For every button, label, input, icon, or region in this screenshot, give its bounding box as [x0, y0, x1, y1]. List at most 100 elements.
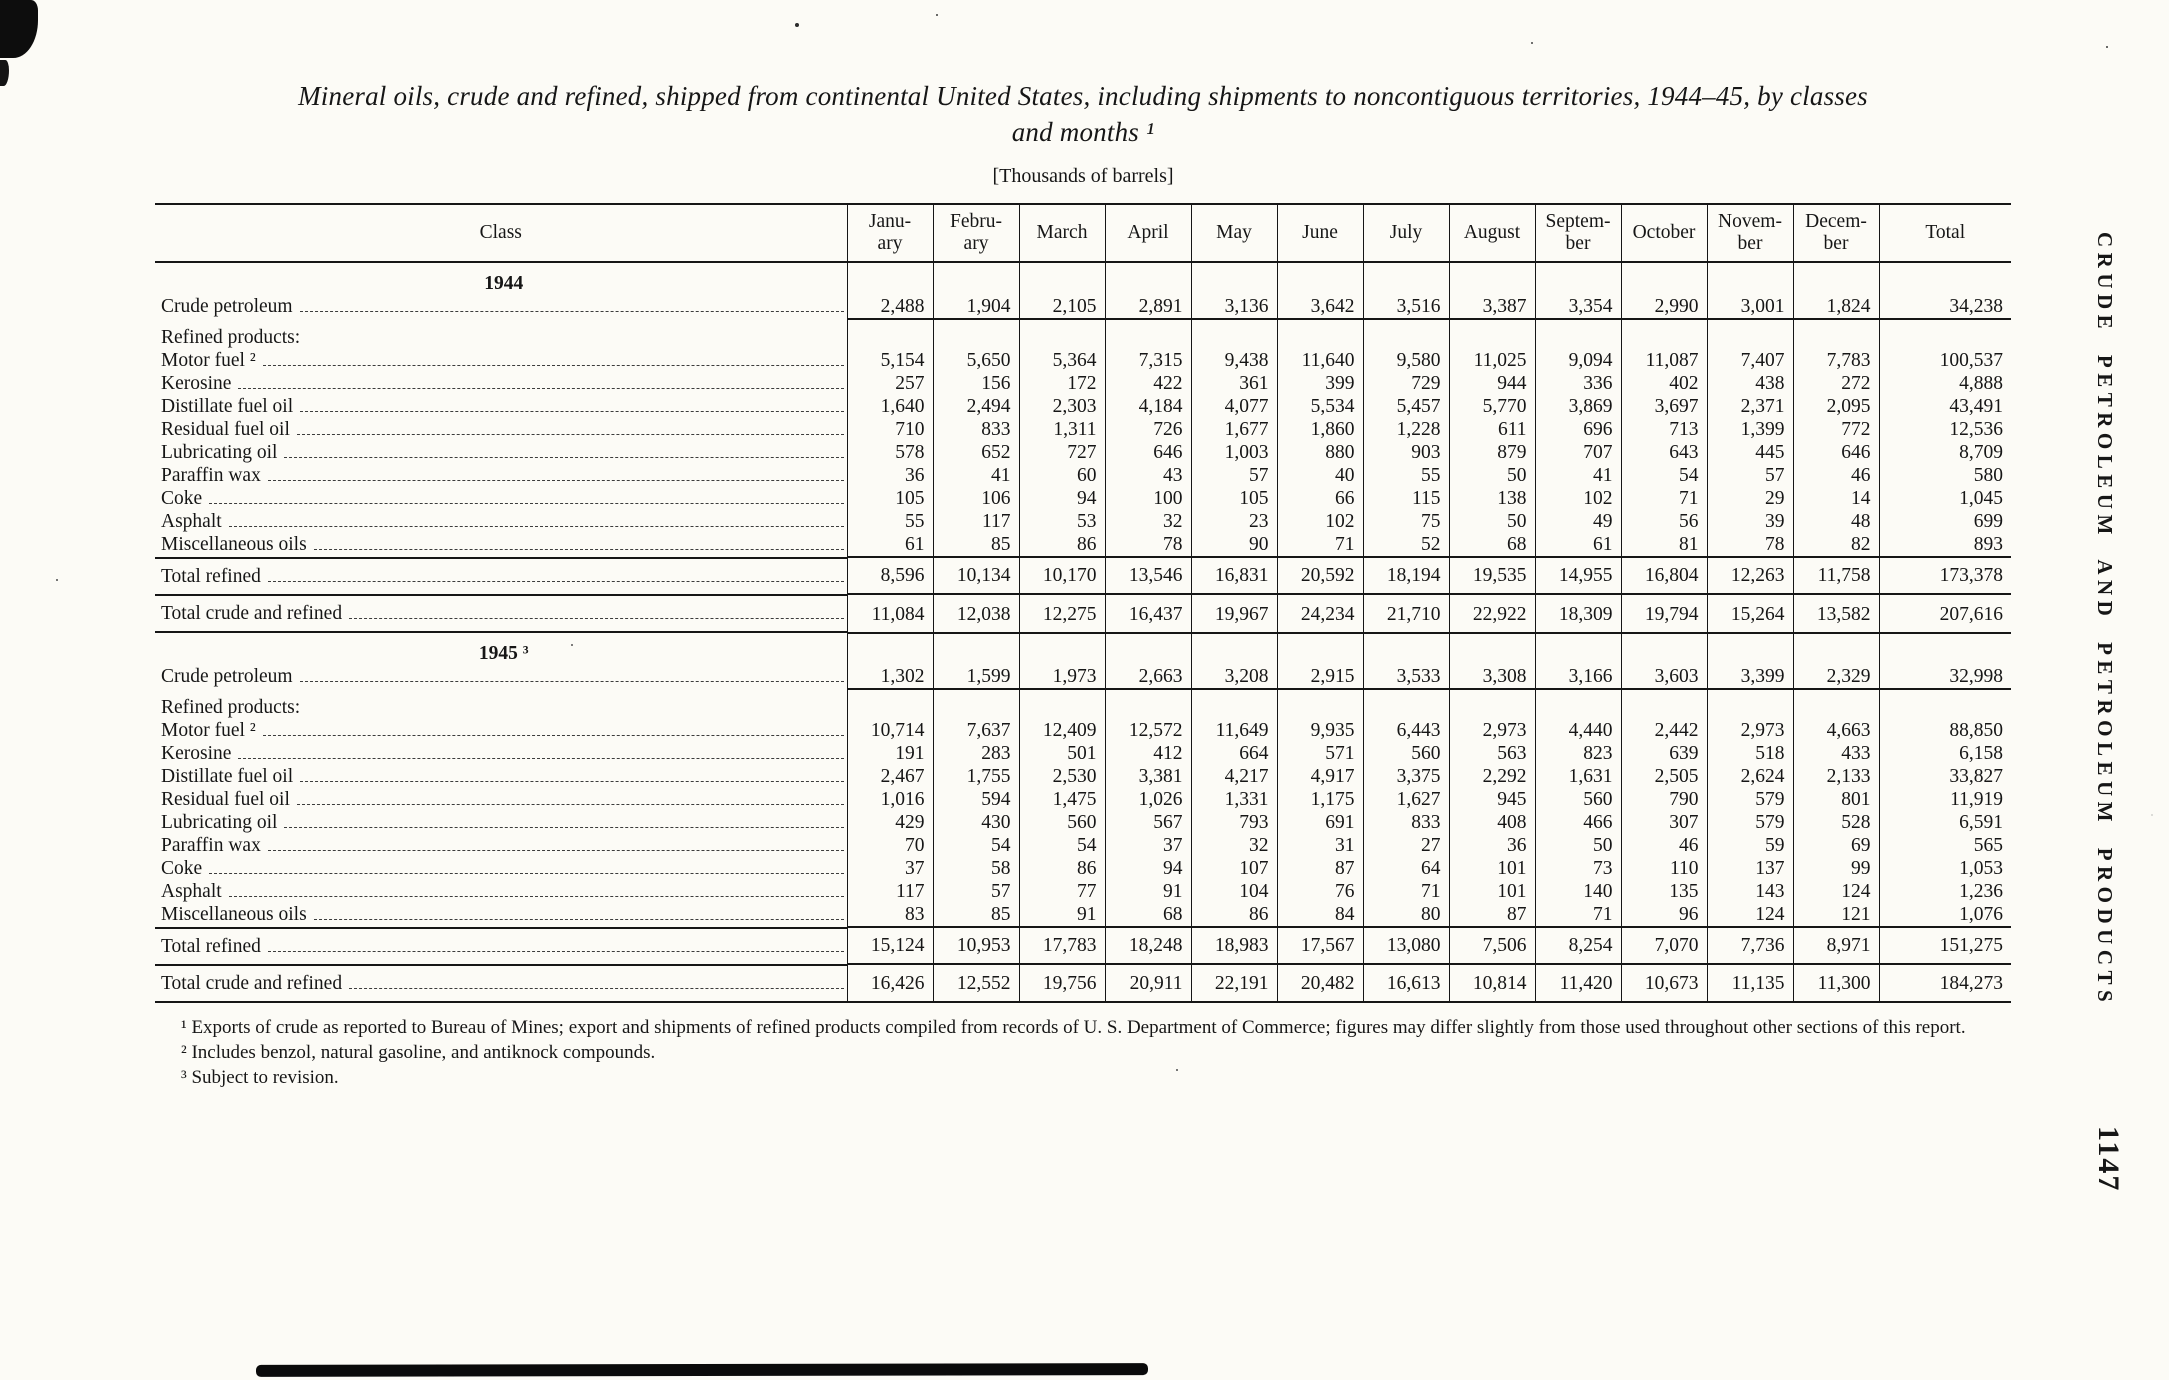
- cell-value: 75: [1362, 509, 1449, 533]
- table-header: Class Janu- ary Febru- ary March April May Jun…: [155, 203, 2011, 263]
- cell-total: 4,888: [1878, 371, 2011, 395]
- row-label: 1944: [484, 272, 524, 294]
- cell-value: 54: [1018, 833, 1105, 857]
- row-label-text: Lubricating oil: [161, 441, 278, 463]
- cell-value: 10,170: [1018, 555, 1105, 594]
- cell-value: 156: [932, 371, 1019, 395]
- cell-value: 823: [1534, 741, 1621, 765]
- cell-value: 85: [932, 532, 1019, 557]
- page-number: 1147: [2092, 1126, 2125, 1193]
- cell-value: 10,673: [1620, 962, 1707, 1002]
- cell-value: [1276, 318, 1363, 349]
- cell-value: [932, 688, 1019, 719]
- cell-value: 2,663: [1104, 664, 1191, 690]
- cell-value: 124: [1706, 902, 1793, 927]
- table-row: Asphalt 55 117 53 32 23 102 75 50 49 56 39 48 699: [155, 509, 2011, 533]
- cell-value: 29: [1706, 486, 1793, 510]
- cell-value: 646: [1792, 440, 1879, 464]
- row-label: Refined products:: [161, 696, 301, 718]
- cell-value: 17,567: [1276, 925, 1363, 964]
- cell-value: 14: [1792, 486, 1879, 510]
- cell-total: 6,591: [1878, 810, 2011, 834]
- cell-value: 19,967: [1190, 592, 1277, 634]
- column-header: October: [1620, 203, 1707, 263]
- cell-value: 8,971: [1792, 925, 1879, 964]
- cell-value: 2,442: [1620, 718, 1707, 742]
- cell-value: 31: [1276, 833, 1363, 857]
- cell-value: 48: [1792, 509, 1879, 533]
- cell-value: 39: [1706, 509, 1793, 533]
- cell-total: 184,273: [1878, 962, 2011, 1002]
- cell-value: 560: [1534, 787, 1621, 811]
- cell-total: [1878, 632, 2011, 665]
- cell-value: 5,154: [846, 348, 933, 372]
- cell-value: 4,440: [1534, 718, 1621, 742]
- cell-value: 408: [1448, 810, 1535, 834]
- row-label: Total crude and refined: [155, 963, 847, 1001]
- table-row: Coke 37 58 86 94 107 87 64 101 73 110 137 99 1,053: [155, 856, 2011, 880]
- cell-value: 105: [1190, 486, 1277, 510]
- cell-value: 945: [1448, 787, 1535, 811]
- cell-value: 55: [846, 509, 933, 533]
- cell-value: 17,783: [1018, 925, 1105, 964]
- cell-value: 10,134: [932, 555, 1019, 594]
- cell-value: [1620, 261, 1707, 295]
- cell-value: 567: [1104, 810, 1191, 834]
- cell-value: 2,467: [846, 764, 933, 788]
- row-label-text: Total refined: [161, 565, 261, 587]
- cell-value: [1018, 688, 1105, 719]
- cell-value: [1792, 632, 1879, 665]
- cell-value: 102: [1276, 509, 1363, 533]
- cell-value: 1,599: [932, 664, 1019, 690]
- cell-value: 36: [1448, 833, 1535, 857]
- dotted-leader: [299, 680, 844, 682]
- cell-value: 11,649: [1190, 718, 1277, 742]
- row-label-text: Kerosine: [161, 742, 232, 764]
- cell-total: 12,536: [1878, 417, 2011, 441]
- cell-total: [1878, 261, 2011, 295]
- cell-value: 1,302: [846, 664, 933, 690]
- cell-value: 1,755: [932, 764, 1019, 788]
- cell-value: 5,364: [1018, 348, 1105, 372]
- cell-value: [1104, 261, 1191, 295]
- cell-value: 54: [1620, 463, 1707, 487]
- cell-value: 73: [1534, 856, 1621, 880]
- row-label: Miscellaneous oils: [155, 903, 847, 926]
- cell-value: 94: [1104, 856, 1191, 880]
- dotted-leader: [262, 364, 844, 366]
- row-label: Total refined: [155, 556, 847, 594]
- cell-value: 12,038: [932, 592, 1019, 634]
- cell-value: 1,973: [1018, 664, 1105, 690]
- cell-value: 41: [932, 463, 1019, 487]
- column-header: Total: [1878, 203, 2011, 263]
- cell-value: 594: [932, 787, 1019, 811]
- cell-value: 20,911: [1104, 962, 1191, 1002]
- cell-total: 1,076: [1878, 902, 2011, 927]
- cell-value: 528: [1792, 810, 1879, 834]
- cell-value: 68: [1448, 532, 1535, 557]
- cell-value: 696: [1534, 417, 1621, 441]
- cell-value: 652: [932, 440, 1019, 464]
- cell-value: 11,087: [1620, 348, 1707, 372]
- cell-value: [846, 632, 933, 665]
- cell-value: 91: [1104, 879, 1191, 903]
- cell-value: [1620, 318, 1707, 349]
- cell-value: 18,983: [1190, 925, 1277, 964]
- row-label-text: Kerosine: [161, 372, 232, 394]
- cell-value: 71: [1534, 902, 1621, 927]
- cell-value: 59: [1706, 833, 1793, 857]
- cell-total: 32,998: [1878, 664, 2011, 690]
- cell-value: 143: [1706, 879, 1793, 903]
- cell-value: 4,663: [1792, 718, 1879, 742]
- cell-value: 880: [1276, 440, 1363, 464]
- cell-value: 100: [1104, 486, 1191, 510]
- cell-total: 565: [1878, 833, 2011, 857]
- cell-value: [1362, 632, 1449, 665]
- footnote-3: ³ Subject to revision.: [181, 1066, 339, 1088]
- cell-value: 71: [1620, 486, 1707, 510]
- cell-value: 2,624: [1706, 764, 1793, 788]
- cell-value: [1448, 318, 1535, 349]
- cell-value: 49: [1534, 509, 1621, 533]
- cell-value: 7,315: [1104, 348, 1191, 372]
- cell-value: 729: [1362, 371, 1449, 395]
